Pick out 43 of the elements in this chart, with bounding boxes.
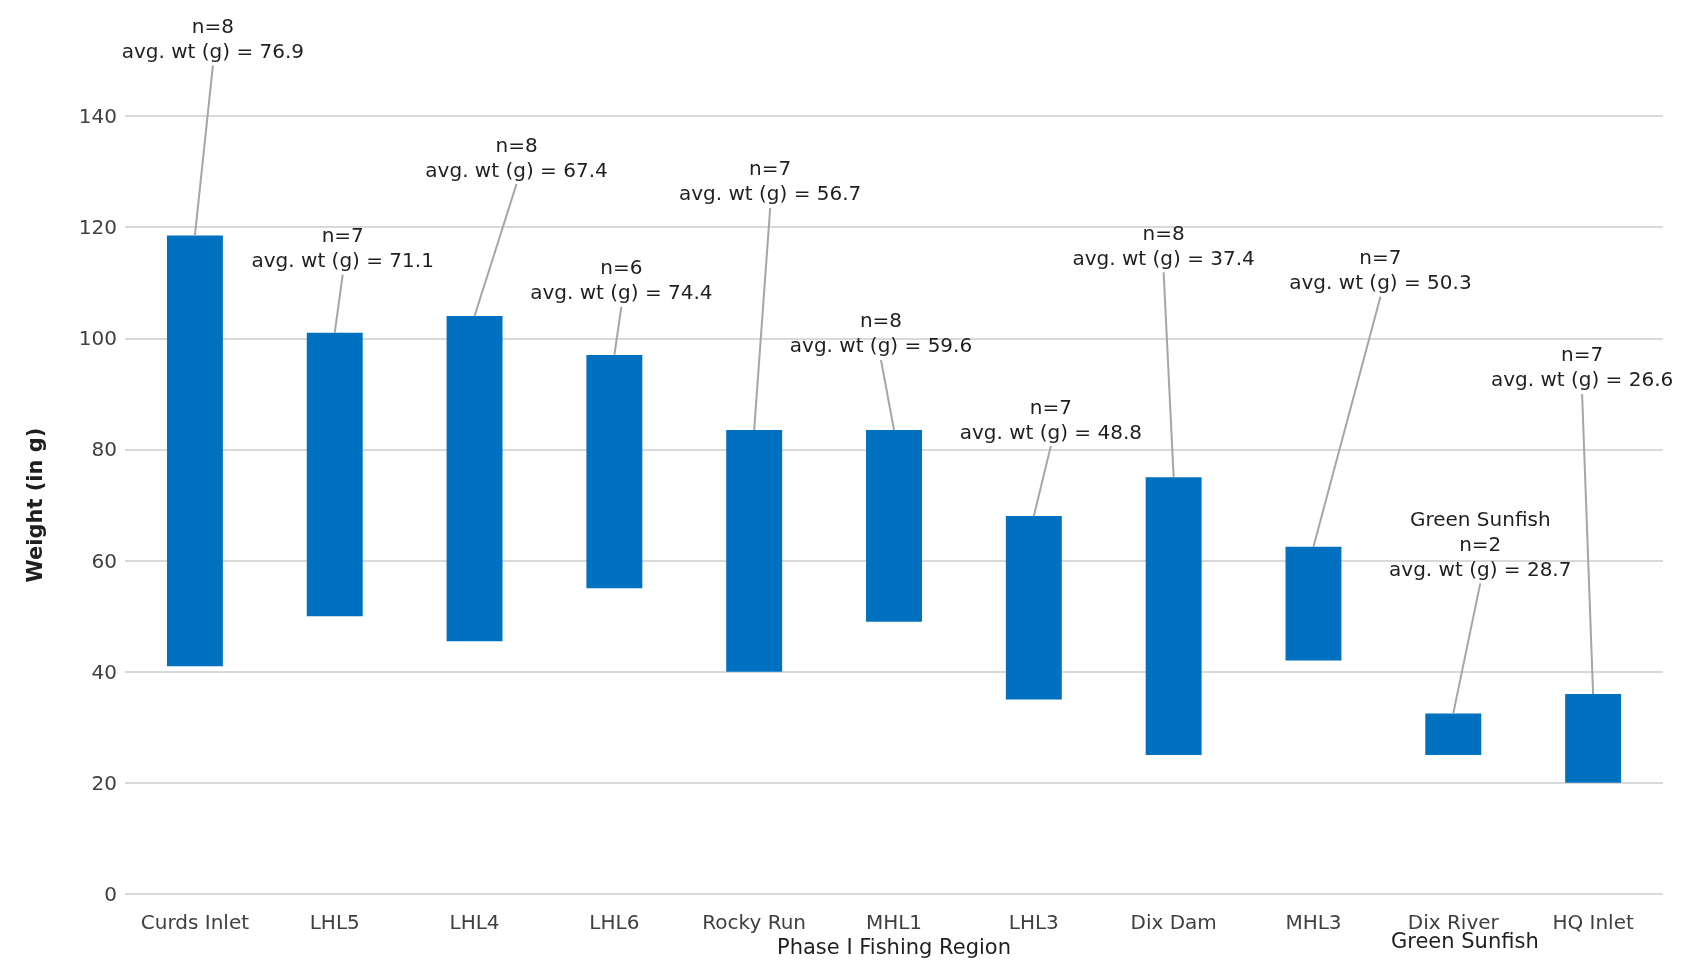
x-tick-label: MHL1: [865, 910, 923, 934]
x-tick-label: MHL3: [1285, 910, 1342, 934]
x-tick-label: LHL6: [589, 910, 640, 934]
annotation: n=7 avg. wt (g) = 71.1: [251, 223, 434, 273]
y-tick-label: 100: [78, 326, 117, 351]
bar: [166, 235, 223, 667]
annotation: n=7 avg. wt (g) = 26.6: [1490, 342, 1674, 392]
annotation: Green Sunfish n=2 avg. wt (g) = 28.7: [1389, 506, 1572, 581]
bar: [1565, 693, 1622, 783]
annotation: n=7 avg. wt (g) = 56.7: [678, 156, 862, 206]
bar: [1005, 516, 1062, 700]
x-tick-label: LHL5: [309, 910, 360, 934]
annotation: n=6 avg. wt (g) = 74.4: [530, 255, 713, 305]
bar: [1145, 477, 1202, 756]
y-tick-label: 120: [78, 215, 117, 240]
x-tick-label: HQ Inlet: [1552, 910, 1634, 934]
bar: [446, 316, 503, 642]
x-tick-label: LHL4: [449, 910, 500, 934]
bar: [306, 332, 363, 617]
x-tick-label: Rocky Run: [702, 910, 807, 934]
annotation: n=8 avg. wt (g) = 67.4: [425, 132, 608, 182]
bar: [866, 429, 922, 622]
annotation: n=8 avg. wt (g) = 37.4: [1072, 220, 1255, 270]
x-tick-label: Dix Dam: [1130, 910, 1217, 934]
y-tick-label: 60: [91, 548, 117, 573]
annotation: n=7 avg. wt (g) = 50.3: [1289, 245, 1472, 295]
text: Green Sunfish: [1391, 928, 1539, 953]
bar: [586, 354, 643, 589]
y-tick-label: 20: [91, 770, 117, 795]
bar: [726, 429, 783, 672]
annotation: n=8 avg. wt (g) = 59.6: [789, 308, 973, 358]
annotation: n=7 avg. wt (g) = 48.8: [959, 394, 1143, 444]
y-tick-label: 40: [91, 659, 117, 684]
x-tick-label: Curds Inlet: [140, 910, 250, 934]
y-axis-title: Weight (in g): [22, 427, 47, 583]
y-tick-label: 140: [78, 104, 117, 128]
bar: [1285, 546, 1342, 661]
annotation: n=8 avg. wt (g) = 76.9: [121, 13, 305, 63]
x-tick-label: LHL3: [1008, 910, 1059, 934]
bar: [1425, 713, 1482, 756]
y-tick-label: 80: [91, 437, 117, 462]
y-tick-label: 0: [104, 882, 117, 906]
x-axis-title: Phase I Fishing Region: [777, 935, 1011, 960]
